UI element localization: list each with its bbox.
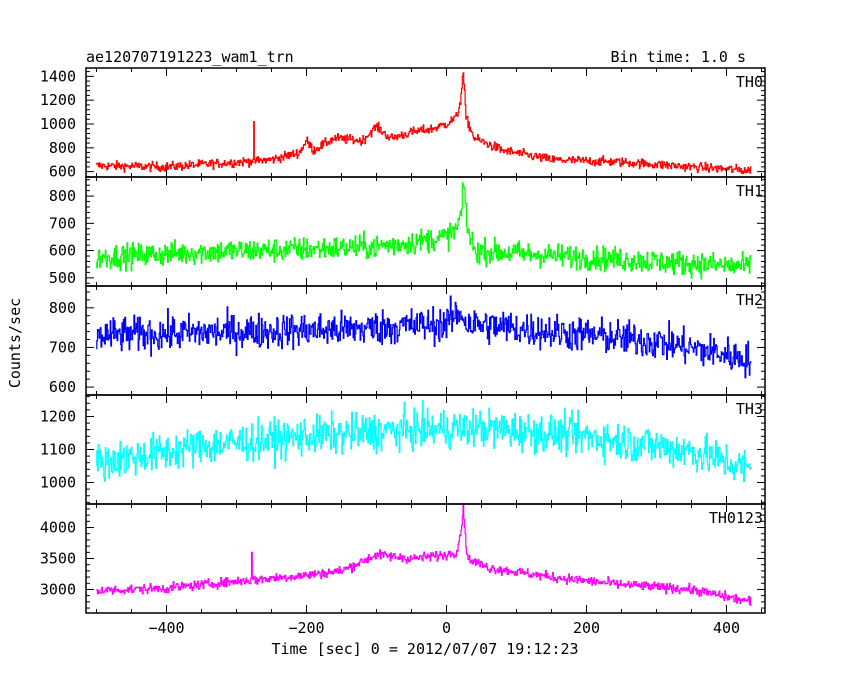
series-th2 <box>96 295 752 379</box>
y-tick-label: 600 <box>49 378 76 396</box>
y-tick-label: 1100 <box>40 441 76 459</box>
panel-th2: 600 700 800 TH2 <box>49 285 766 396</box>
y-tick-label: 1000 <box>40 474 76 492</box>
y-tick-label: 1200 <box>40 407 76 425</box>
panel-label: TH0 <box>736 73 763 91</box>
y-tick-label: 500 <box>49 269 76 287</box>
panel-th0: 600 800 1000 1200 1400 TH0 <box>40 67 766 181</box>
y-tick-label: 800 <box>49 139 76 157</box>
panel-label: TH3 <box>736 400 763 418</box>
panel-label: TH1 <box>736 182 763 200</box>
panel-th3: 1000 1100 1200 TH3 <box>40 394 766 505</box>
x-axis-label: Time [sec] 0 = 2012/07/07 19:12:23 <box>271 640 578 658</box>
panel-label: TH0123 <box>709 509 763 527</box>
y-tick-label: 1200 <box>40 91 76 109</box>
y-tick-label: 3000 <box>40 580 76 598</box>
panel-frame <box>85 176 766 287</box>
y-axis-label: Counts/sec <box>6 298 24 388</box>
panel-frame <box>85 67 766 178</box>
y-tick-label: 800 <box>49 299 76 317</box>
y-tick-label: 1000 <box>40 115 76 133</box>
panel-label: TH2 <box>736 291 763 309</box>
panel-frame <box>85 394 766 505</box>
series-th0 <box>96 72 752 175</box>
chart-title: ae120707191223_wam1_trn <box>86 48 294 66</box>
panel-frame <box>85 285 766 396</box>
panels-group: 600 800 1000 1200 1400 TH0 500 600 700 800 TH1 600 7… <box>40 67 766 637</box>
x-tick-label: −400 <box>148 619 184 637</box>
y-tick-label: 600 <box>49 163 76 181</box>
panel-th1: 500 600 700 800 TH1 <box>49 176 766 287</box>
panel-th0123: 3000 3500 4000 TH0123 <box>40 503 766 614</box>
bin-time-label: Bin time: 1.0 s <box>611 48 746 66</box>
x-tick-label: −200 <box>288 619 324 637</box>
series-th0123 <box>96 503 752 606</box>
y-tick-label: 1400 <box>40 67 76 85</box>
x-tick-label: 200 <box>573 619 600 637</box>
y-tick-label: 3500 <box>40 550 76 568</box>
x-tick-label: 0 <box>442 619 451 637</box>
y-tick-label: 700 <box>49 214 76 232</box>
y-tick-label: 800 <box>49 187 76 205</box>
series-th1 <box>96 182 752 280</box>
series-th3 <box>96 400 752 483</box>
x-tick-label: 400 <box>713 619 740 637</box>
y-tick-label: 700 <box>49 338 76 356</box>
y-tick-label: 4000 <box>40 519 76 537</box>
y-tick-label: 600 <box>49 242 76 260</box>
